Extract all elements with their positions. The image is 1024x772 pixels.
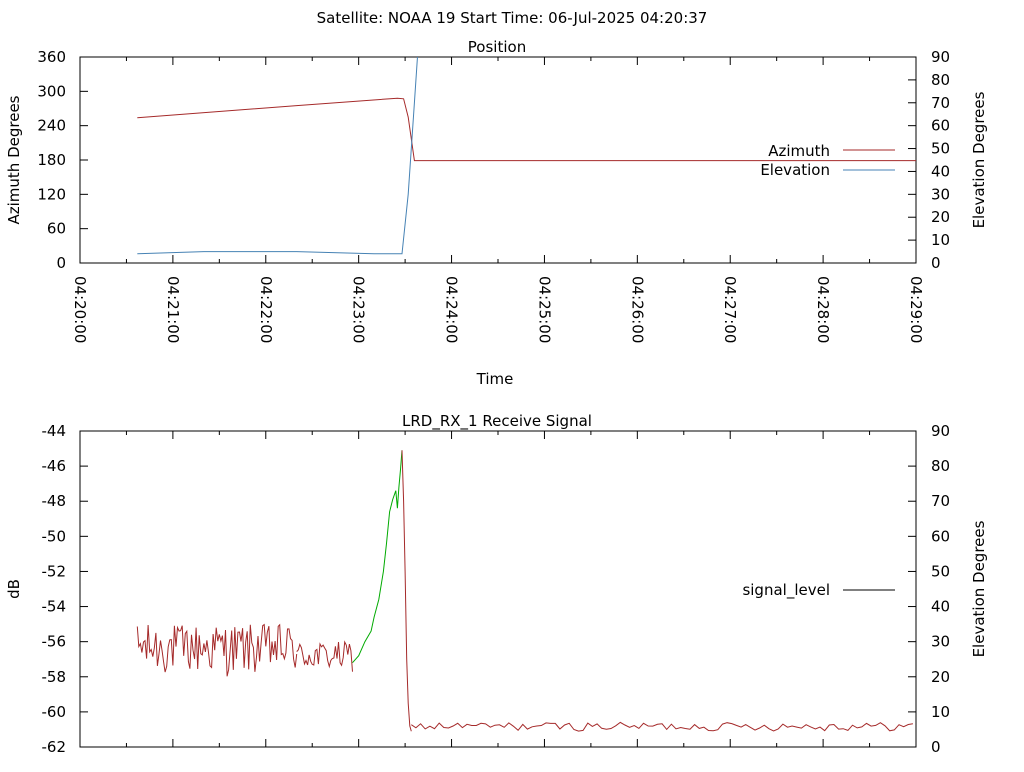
signal-level-segment-0 (136, 623, 298, 677)
y-tick-label: -48 (42, 492, 67, 510)
y2-tick-label: 0 (931, 738, 941, 756)
x-tick-label: 04:27:00 (721, 276, 739, 343)
y-tick-label: -58 (42, 668, 67, 686)
y2-tick-label: 10 (931, 231, 950, 249)
signal-chart: LRD_RX_1 Receive Signal dB Elevation Deg… (5, 412, 988, 756)
position-chart-title: Position (468, 38, 526, 56)
signal-axis-ticks: -62 -60 -58 -56 -54 -52 -50 -48 -46 -44 0 10 20 30 40 5… (42, 422, 951, 756)
y-tick-label: 60 (47, 220, 66, 238)
x-tick-label: 04:21:00 (164, 276, 182, 343)
position-legend: Azimuth Elevation (760, 142, 895, 179)
signal-legend: signal_level (742, 581, 895, 600)
x-tick-label: 04:20:00 (71, 276, 89, 343)
y2-tick-label: 80 (931, 457, 950, 475)
y-tick-label: -54 (42, 598, 67, 616)
y2-tick-label: 20 (931, 668, 950, 686)
position-x-axis-label: Time (476, 370, 514, 388)
signal-level-segment-4 (411, 721, 913, 732)
y-tick-label: 0 (56, 254, 66, 272)
y2-tick-label: 40 (931, 598, 950, 616)
y2-tick-label: 40 (931, 162, 950, 180)
x-tick-label: 04:22:00 (257, 276, 275, 343)
position-chart: Position Azimuth Degrees Elevation Degre… (5, 38, 988, 388)
position-y2-axis-label: Elevation Degrees (970, 91, 988, 228)
legend-label-azimuth: Azimuth (768, 142, 830, 160)
x-tick-label: 04:24:00 (443, 276, 461, 343)
position-y-axis-label: Azimuth Degrees (5, 95, 23, 224)
y2-tick-label: 60 (931, 527, 950, 545)
signal-y2-axis-label: Elevation Degrees (970, 520, 988, 657)
y2-tick-label: 70 (931, 94, 950, 112)
position-plot-frame (79, 56, 917, 264)
y2-tick-label: 60 (931, 117, 950, 135)
y-tick-label: -62 (42, 738, 67, 756)
signal-level-segment-3 (401, 450, 412, 732)
y-tick-label: -60 (42, 703, 67, 721)
y-tick-label: -46 (42, 457, 67, 475)
y-tick-label: 120 (37, 185, 66, 203)
x-tick-label: 04:23:00 (350, 276, 368, 343)
position-axis-ticks: 0 60 120 180 240 300 360 0 10 20 30 40 50 60 70 80 90 04:… (37, 48, 950, 343)
x-tick-label: 04:28:00 (814, 276, 832, 343)
series-line-elevation (137, 57, 418, 255)
y-tick-label: -52 (42, 562, 67, 580)
signal-level-segment-2 (352, 450, 403, 664)
legend-label-signal-level: signal_level (742, 581, 830, 600)
y2-tick-label: 10 (931, 703, 950, 721)
y2-tick-label: 90 (931, 422, 950, 440)
signal-chart-title: LRD_RX_1 Receive Signal (402, 412, 592, 431)
y-tick-label: -50 (42, 527, 67, 545)
y2-tick-label: 50 (931, 562, 950, 580)
y2-tick-label: 30 (931, 633, 950, 651)
signal-series (136, 450, 913, 732)
series-line-azimuth (137, 97, 916, 162)
x-tick-label: 04:25:00 (535, 276, 553, 343)
y-tick-label: 300 (37, 82, 66, 100)
signal-level-segment-1 (296, 640, 353, 672)
y2-tick-label: 30 (931, 185, 950, 203)
page-title: Satellite: NOAA 19 Start Time: 06-Jul-20… (317, 9, 708, 27)
y2-tick-label: 80 (931, 71, 950, 89)
y2-tick-label: 0 (931, 254, 941, 272)
x-tick-label: 04:29:00 (907, 276, 925, 343)
y-tick-label: 180 (37, 151, 66, 169)
y2-tick-label: 50 (931, 140, 950, 158)
y2-tick-label: 70 (931, 492, 950, 510)
x-tick-label: 04:26:00 (628, 276, 646, 343)
position-series (137, 57, 916, 255)
y-tick-label: 240 (37, 117, 66, 135)
legend-label-elevation: Elevation (760, 161, 830, 179)
y-tick-label: 360 (37, 48, 66, 66)
y-tick-label: -56 (42, 633, 67, 651)
y2-tick-label: 90 (931, 48, 950, 66)
signal-y-axis-label: dB (5, 579, 23, 599)
y2-tick-label: 20 (931, 208, 950, 226)
y-tick-label: -44 (42, 422, 67, 440)
